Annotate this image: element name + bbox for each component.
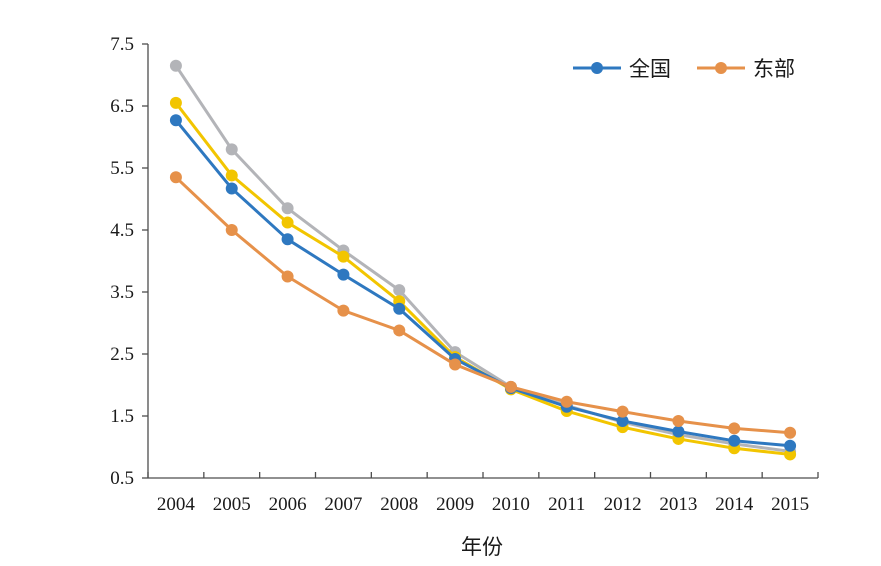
series-line bbox=[174, 176, 791, 435]
data-point bbox=[281, 270, 294, 283]
data-point bbox=[169, 171, 182, 184]
x-tick-label: 2009 bbox=[436, 494, 474, 515]
series-line bbox=[174, 64, 791, 453]
y-tick-label: 3.5 bbox=[110, 282, 134, 303]
data-point bbox=[728, 422, 741, 435]
legend: 全国 东部 bbox=[573, 57, 795, 81]
data-point bbox=[169, 114, 182, 127]
legend-item: 东部 bbox=[697, 57, 795, 81]
data-point bbox=[616, 405, 629, 418]
data-point bbox=[281, 202, 294, 215]
axes: 0.5 1.5 2.5 3.5 4.5 5.5 6.5 7.5 2004 2005 2006 2007… bbox=[110, 34, 819, 515]
data-point bbox=[337, 250, 350, 263]
x-tick-label: 2005 bbox=[213, 494, 251, 515]
y-tick-label: 2.5 bbox=[110, 344, 134, 365]
x-tick-label: 2011 bbox=[548, 494, 585, 515]
data-point bbox=[728, 434, 741, 447]
x-tick-label: 2004 bbox=[157, 494, 196, 515]
data-point bbox=[225, 143, 238, 156]
y-tick-label: 0.5 bbox=[110, 468, 134, 489]
data-point bbox=[672, 425, 685, 438]
data-point bbox=[393, 302, 406, 315]
data-point bbox=[560, 395, 573, 408]
y-tick-label: 4.5 bbox=[110, 220, 134, 241]
x-axis-title: 年份 bbox=[461, 535, 503, 559]
data-point bbox=[784, 439, 797, 452]
data-point bbox=[169, 59, 182, 72]
legend-label: 东部 bbox=[753, 57, 795, 81]
data-point bbox=[225, 169, 238, 182]
series-2 bbox=[169, 96, 797, 461]
y-tick-label: 1.5 bbox=[110, 406, 134, 427]
y-tick-label: 5.5 bbox=[110, 158, 134, 179]
x-tick-label: 2007 bbox=[324, 494, 362, 515]
data-point bbox=[784, 426, 797, 439]
data-point bbox=[281, 216, 294, 229]
x-tick-label: 2014 bbox=[715, 494, 754, 515]
data-point bbox=[337, 304, 350, 317]
x-tick-label: 2012 bbox=[604, 494, 642, 515]
y-tick-label: 7.5 bbox=[110, 34, 134, 55]
x-tick-label: 2008 bbox=[380, 494, 418, 515]
data-point bbox=[281, 233, 294, 246]
series-line bbox=[174, 101, 791, 456]
data-point bbox=[672, 414, 685, 427]
x-tick-label: 2006 bbox=[269, 494, 307, 515]
x-tick-label: 2015 bbox=[771, 494, 809, 515]
legend-label: 全国 bbox=[629, 57, 671, 81]
data-point bbox=[504, 380, 517, 393]
data-point bbox=[449, 358, 462, 371]
x-tick-label: 2010 bbox=[492, 494, 530, 515]
x-tick-label: 2013 bbox=[659, 494, 697, 515]
y-tick-label: 6.5 bbox=[110, 96, 134, 117]
data-point bbox=[393, 324, 406, 337]
data-point bbox=[337, 268, 350, 281]
series-line bbox=[174, 119, 791, 448]
legend-marker bbox=[591, 62, 603, 74]
data-point bbox=[616, 414, 629, 427]
data-point bbox=[393, 284, 406, 297]
data-point bbox=[169, 96, 182, 109]
data-point bbox=[225, 224, 238, 236]
series-4 bbox=[169, 171, 797, 439]
legend-marker bbox=[715, 62, 727, 74]
series-layer bbox=[169, 59, 797, 461]
series-3 bbox=[169, 114, 797, 452]
legend-item: 全国 bbox=[573, 57, 671, 81]
data-point bbox=[784, 448, 797, 461]
data-point bbox=[225, 182, 238, 195]
